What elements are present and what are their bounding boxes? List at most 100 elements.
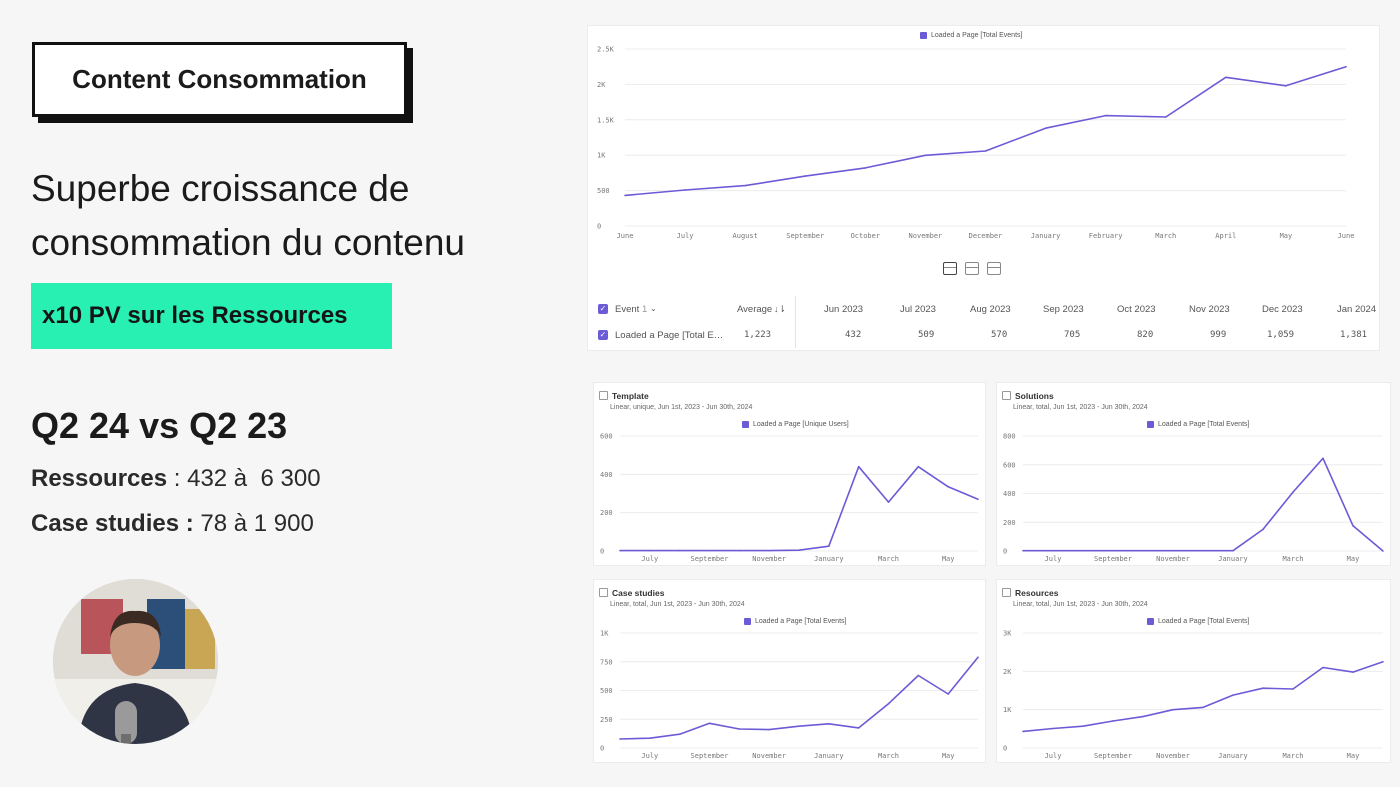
headline-line-2: consommation du contenu — [31, 222, 465, 263]
series-line — [1022, 661, 1384, 733]
y-tick-label: 400 — [1003, 490, 1016, 498]
header-sep-2023[interactable]: Sep 2023 — [1043, 304, 1084, 315]
header-jan-2024[interactable]: Jan 2024 — [1337, 304, 1377, 315]
template-line-chart: 0 200 400 600 July September November January Ma… — [600, 433, 979, 563]
panel-legend[interactable]: Loaded a Page [Unique Users] — [742, 421, 849, 428]
y-tick-label: 2K — [597, 81, 606, 89]
data-point — [649, 549, 651, 552]
x-tick-label: March — [1282, 752, 1303, 760]
header-oct-2023[interactable]: Oct 2023 — [1117, 304, 1156, 315]
presenter-avatar — [53, 579, 218, 744]
x-tick-label: May — [942, 555, 955, 563]
x-tick-label: July — [677, 232, 694, 240]
panel-subtitle: Linear, total, Jun 1st, 2023 - Jun 30th,… — [610, 601, 745, 608]
resources-line-chart: 0 1K 2K 3K July September November January March… — [1003, 630, 1384, 760]
stat-ressources: Ressources : 432 à 6 300 — [31, 465, 321, 493]
y-tick-label: 0 — [600, 745, 604, 753]
data-point — [917, 674, 920, 677]
main-line-chart: 0 500 1K 1.5K 2K 2.5K June July August September O… — [597, 46, 1355, 241]
data-point — [857, 465, 860, 468]
view-table-icon[interactable] — [987, 262, 1001, 275]
x-tick-label: March — [1282, 555, 1303, 563]
header-aug-2023[interactable]: Aug 2023 — [970, 304, 1011, 315]
row-nov-2023: 999 — [1210, 330, 1227, 340]
data-point — [984, 150, 987, 152]
x-tick-label: September — [691, 555, 729, 563]
presenter-photo — [53, 579, 218, 744]
legend-label: Loaded a Page [Total Events] — [1158, 618, 1250, 625]
main-chart-legend[interactable]: Loaded a Page [Total Events] — [920, 32, 1022, 39]
data-point — [1382, 550, 1384, 552]
data-point — [947, 693, 949, 695]
x-tick-label: October — [851, 232, 881, 240]
data-point — [887, 501, 890, 503]
data-point — [977, 656, 979, 658]
header-average[interactable]: Average — [737, 304, 773, 315]
data-point — [887, 702, 890, 705]
y-tick-label: 2.5K — [597, 46, 615, 54]
chevron-down-icon[interactable]: ⌄ — [650, 304, 657, 313]
header-nov-2023[interactable]: Nov 2023 — [1189, 304, 1230, 315]
checkbox-icon[interactable] — [1002, 391, 1011, 400]
data-point — [1262, 528, 1264, 531]
data-point — [1142, 715, 1144, 718]
x-tick-label: December — [969, 232, 1003, 240]
panel-case-studies: Case studies Linear, total, Jun 1st, 202… — [594, 580, 985, 762]
data-point — [708, 722, 711, 725]
data-point — [738, 728, 741, 730]
view-both-icon[interactable] — [943, 262, 957, 275]
view-chart-icon[interactable] — [965, 262, 979, 275]
data-point — [1022, 730, 1024, 733]
headline-line-1: Superbe croissance de — [31, 168, 410, 209]
table-row[interactable]: ✓ Loaded a Page [Total E… 1,223 432 509 … — [588, 322, 1379, 348]
header-jul-2023[interactable]: Jul 2023 — [900, 304, 936, 315]
row-oct-2023: 820 — [1137, 330, 1154, 340]
panel-title: Case studies — [612, 588, 665, 598]
checkbox-icon[interactable] — [599, 588, 608, 597]
data-point — [678, 733, 681, 735]
data-point — [917, 465, 920, 468]
x-tick-label: March — [1155, 232, 1176, 240]
select-all-checkbox[interactable]: ✓ — [598, 304, 608, 314]
x-tick-label: August — [733, 232, 758, 240]
panel-legend[interactable]: Loaded a Page [Total Events] — [1147, 618, 1249, 625]
row-sep-2023: 705 — [1064, 330, 1081, 340]
panel-subtitle: Linear, unique, Jun 1st, 2023 - Jun 30th… — [610, 404, 753, 411]
row-average: 1,223 — [744, 330, 772, 340]
y-tick-label: 3K — [1003, 630, 1012, 638]
x-tick-label: September — [786, 232, 824, 240]
x-tick-label: November — [1156, 555, 1190, 563]
data-point — [1262, 687, 1264, 689]
y-tick-label: 500 — [600, 687, 613, 695]
y-tick-label: 500 — [597, 187, 610, 195]
data-point — [1082, 725, 1084, 727]
x-tick-label: June — [1338, 232, 1355, 240]
table-divider — [795, 296, 796, 348]
stat-label: Ressources — [31, 465, 168, 492]
data-point — [1382, 660, 1384, 663]
data-point — [1352, 525, 1354, 527]
row-jul-2023: 509 — [918, 330, 935, 340]
sort-icon[interactable]: ↓⇂ — [774, 304, 787, 314]
x-tick-label: March — [878, 555, 899, 563]
checkbox-icon[interactable] — [1002, 588, 1011, 597]
y-tick-label: 0 — [600, 548, 604, 556]
x-tick-label: April — [1215, 232, 1236, 240]
data-point — [1232, 549, 1234, 552]
data-point — [619, 549, 621, 552]
panel-legend[interactable]: Loaded a Page [Total Events] — [1147, 421, 1249, 428]
data-point — [1202, 549, 1204, 552]
header-jun-2023[interactable]: Jun 2023 — [824, 304, 864, 315]
header-event[interactable]: Event — [615, 304, 640, 315]
x-tick-label: September — [691, 752, 729, 760]
row-aug-2023: 570 — [991, 330, 1008, 340]
data-point — [798, 725, 800, 727]
data-point — [1022, 549, 1024, 552]
data-point — [1052, 549, 1054, 552]
data-point — [1225, 76, 1227, 79]
panel-legend[interactable]: Loaded a Page [Total Events] — [744, 618, 846, 625]
row-checkbox[interactable]: ✓ — [598, 330, 608, 340]
data-point — [1352, 671, 1354, 673]
checkbox-icon[interactable] — [599, 391, 608, 400]
header-dec-2023[interactable]: Dec 2023 — [1262, 304, 1303, 315]
